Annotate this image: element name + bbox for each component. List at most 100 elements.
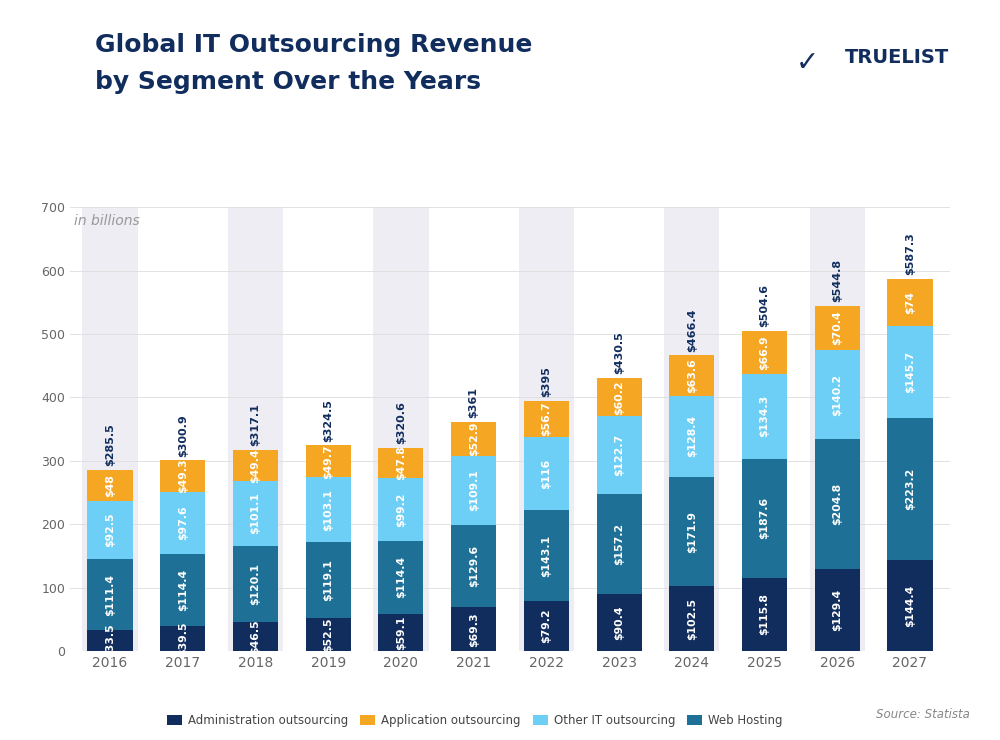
Bar xyxy=(887,418,933,559)
Text: $49.7: $49.7 xyxy=(323,444,333,479)
Bar xyxy=(742,374,787,459)
Bar xyxy=(669,477,714,586)
Bar xyxy=(519,207,574,651)
Text: TRUELIST: TRUELIST xyxy=(845,48,949,67)
Bar xyxy=(887,559,933,651)
Text: $587.3: $587.3 xyxy=(905,232,915,275)
Text: $144.4: $144.4 xyxy=(905,585,915,627)
Text: $49.3: $49.3 xyxy=(178,459,188,494)
Text: $129.4: $129.4 xyxy=(832,589,842,631)
Text: $466.4: $466.4 xyxy=(687,308,697,352)
Legend: Administration outsourcing, Application outsourcing, Other IT outsourcing, Web H: Administration outsourcing, Application … xyxy=(162,710,788,732)
Bar xyxy=(87,630,133,651)
Bar xyxy=(524,437,569,510)
Text: $171.9: $171.9 xyxy=(687,511,697,553)
Text: Source: Statista: Source: Statista xyxy=(876,708,970,722)
Text: $140.2: $140.2 xyxy=(832,374,842,416)
Text: $204.8: $204.8 xyxy=(832,483,842,525)
Text: $157.2: $157.2 xyxy=(614,523,624,565)
Bar xyxy=(742,578,787,651)
Bar xyxy=(233,622,278,651)
Text: $90.4: $90.4 xyxy=(614,605,624,640)
Text: $33.5: $33.5 xyxy=(105,623,115,658)
Bar xyxy=(306,445,351,477)
Bar xyxy=(451,456,496,525)
Bar xyxy=(87,501,133,559)
Bar xyxy=(233,545,278,622)
Text: $143.1: $143.1 xyxy=(541,534,551,576)
Bar xyxy=(815,569,860,651)
Text: $504.6: $504.6 xyxy=(760,284,770,327)
Bar xyxy=(373,207,429,651)
Bar xyxy=(524,601,569,651)
Text: $79.2: $79.2 xyxy=(541,609,551,643)
Bar xyxy=(306,542,351,618)
Text: $103.1: $103.1 xyxy=(323,488,333,531)
Text: $47.8: $47.8 xyxy=(396,445,406,480)
Text: $430.5: $430.5 xyxy=(614,332,624,374)
Bar xyxy=(815,306,860,350)
Bar xyxy=(451,525,496,608)
Bar xyxy=(378,613,423,651)
Bar xyxy=(597,494,642,594)
Bar xyxy=(597,594,642,651)
Bar xyxy=(378,478,423,541)
Text: $66.9: $66.9 xyxy=(760,335,770,370)
Text: $395: $395 xyxy=(541,366,551,397)
Text: in billions: in billions xyxy=(74,214,140,228)
Bar xyxy=(160,491,205,554)
Bar xyxy=(597,378,642,417)
Text: $187.6: $187.6 xyxy=(760,497,770,539)
Bar xyxy=(233,482,278,545)
Text: $115.8: $115.8 xyxy=(760,593,770,636)
Text: $48: $48 xyxy=(105,474,115,497)
Text: $361: $361 xyxy=(469,388,479,418)
Bar xyxy=(664,207,719,651)
Bar xyxy=(160,626,205,651)
Bar xyxy=(815,440,860,569)
Bar xyxy=(228,207,283,651)
Bar xyxy=(524,400,569,437)
Text: $49.4: $49.4 xyxy=(250,448,260,483)
Text: $59.1: $59.1 xyxy=(396,615,406,650)
Text: $134.3: $134.3 xyxy=(760,395,770,437)
Bar xyxy=(87,559,133,630)
Bar xyxy=(378,541,423,613)
Text: $56.7: $56.7 xyxy=(541,401,551,436)
Bar xyxy=(810,207,865,651)
Bar xyxy=(451,423,496,456)
Text: $46.5: $46.5 xyxy=(250,619,260,653)
Text: $116: $116 xyxy=(541,458,551,488)
Bar xyxy=(669,396,714,477)
Text: $101.1: $101.1 xyxy=(250,493,260,534)
Text: $102.5: $102.5 xyxy=(687,598,697,639)
Bar xyxy=(815,350,860,440)
Text: $300.9: $300.9 xyxy=(178,414,188,457)
Bar xyxy=(887,326,933,418)
Text: $320.6: $320.6 xyxy=(396,401,406,444)
Text: $119.1: $119.1 xyxy=(323,559,333,601)
Text: $129.6: $129.6 xyxy=(469,545,479,588)
Text: $92.5: $92.5 xyxy=(105,513,115,547)
Bar xyxy=(669,355,714,396)
Text: $285.5: $285.5 xyxy=(105,423,115,466)
Bar xyxy=(306,618,351,651)
Text: $74: $74 xyxy=(905,291,915,314)
Bar xyxy=(742,331,787,374)
Bar xyxy=(524,510,569,601)
Text: Global IT Outsourcing Revenue: Global IT Outsourcing Revenue xyxy=(95,33,532,57)
Bar xyxy=(82,207,138,651)
Text: ✓: ✓ xyxy=(796,49,819,77)
Text: $63.6: $63.6 xyxy=(687,358,697,393)
Text: $324.5: $324.5 xyxy=(323,399,333,442)
Text: $122.7: $122.7 xyxy=(614,434,624,477)
Text: $52.9: $52.9 xyxy=(469,422,479,457)
Text: $70.4: $70.4 xyxy=(832,311,842,346)
Bar xyxy=(669,586,714,651)
Text: $128.4: $128.4 xyxy=(687,415,697,457)
Text: $317.1: $317.1 xyxy=(250,403,260,446)
Text: $69.3: $69.3 xyxy=(469,612,479,647)
Text: $145.7: $145.7 xyxy=(905,351,915,393)
Text: $120.1: $120.1 xyxy=(250,562,260,605)
Bar xyxy=(742,459,787,578)
